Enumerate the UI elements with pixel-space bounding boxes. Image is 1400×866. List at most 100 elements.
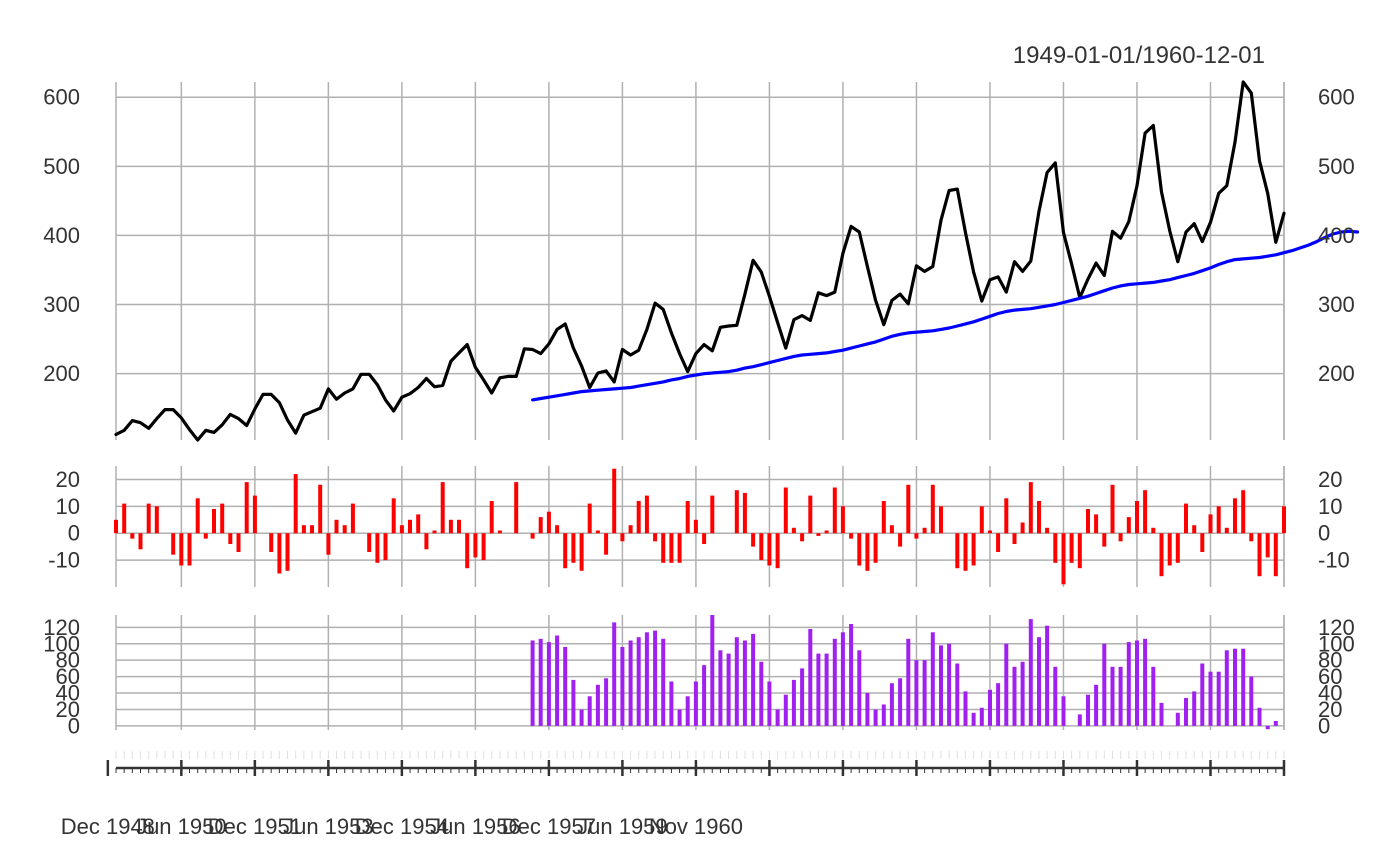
momentum-bar [367,533,372,552]
indicator-bar [1126,642,1131,726]
momentum-bar [1273,533,1278,577]
indicator-bar [1037,637,1041,726]
indicator-bar [808,629,813,726]
x-tick-label: Jun 1956 [430,814,521,839]
indicator-bar [636,637,641,726]
indicator-bar [685,696,690,726]
indicator-bar [1094,684,1099,726]
indicator-bar [718,650,723,726]
indicator-bar [1028,619,1033,726]
momentum-bar [620,533,625,542]
indicator-bar [898,678,903,726]
momentum-bar [375,533,380,563]
momentum-bar [1233,498,1237,534]
momentum-bar [179,533,184,566]
indicator-bar [530,640,535,726]
momentum-bar [742,492,747,534]
indicator-bar [693,681,698,726]
momentum-bar [1045,527,1050,534]
indicator-bar [1143,638,1148,726]
momentum-bar [1069,533,1074,563]
indicator-bar [1102,643,1107,726]
momentum-bar [334,519,339,534]
y-tick-label-right: 200 [1318,361,1355,386]
x-tick-label: Jun 1953 [283,814,374,839]
y-tick-label-left: 60 [56,664,80,689]
indicator-bar [1200,663,1205,726]
indicator-bar [955,663,960,726]
momentum-bar [1028,482,1033,534]
indicator-bar [1265,725,1270,730]
momentum-bar [783,487,788,534]
y-tick-label-left: 200 [43,361,80,386]
x-tick-label: Jun 1950 [136,814,227,839]
momentum-bar [1200,533,1205,552]
indicator-bar [742,640,747,726]
momentum-bar [865,533,870,571]
indicator-bar [922,660,927,726]
momentum-bar [898,533,903,547]
momentum-bar [228,533,233,544]
indicator-bar [783,694,788,726]
indicator-bar [963,691,968,726]
momentum-bar [759,533,764,561]
indicator-bar [1273,721,1278,726]
momentum-bar [293,474,298,534]
indicator-bar [1216,671,1221,726]
indicator-bar [702,665,707,726]
momentum-bar [546,511,551,534]
indicator-bar [857,650,862,726]
indicator-panel-grid [115,615,1285,730]
indicator-bar [906,638,911,726]
momentum-bar [424,533,429,550]
momentum-bar [383,533,388,561]
indicator-bar [767,681,772,726]
momentum-bar [465,533,470,569]
momentum-bar [318,484,323,534]
momentum-bar [555,525,560,534]
momentum-bar [1135,501,1139,534]
indicator-bar [1159,702,1164,726]
momentum-panel-grid [115,466,1285,587]
y-tick-label-right: 10 [1318,494,1342,519]
y-tick-label-left: 40 [56,681,80,706]
momentum-bar [963,533,968,571]
momentum-bar [416,514,421,534]
series-line-price [114,80,1286,442]
momentum-bar [244,482,249,534]
momentum-bar [1151,527,1156,534]
indicator-bar [628,640,633,726]
momentum-bar [644,495,649,534]
momentum-bar [832,487,837,534]
momentum-bar [587,503,592,534]
indicator-bar [849,624,854,726]
indicator-bar [1192,691,1197,726]
momentum-bar [571,533,576,563]
momentum-bar [440,482,445,534]
y-tick-label-left: 300 [43,292,80,317]
momentum-bar [310,525,314,534]
indicator-bar [1257,707,1262,726]
indicator-bar [1061,696,1066,726]
y-tick-label-left: 120 [43,615,80,640]
momentum-bar [595,530,600,534]
momentum-bar [873,533,878,563]
indicator-bar [1004,643,1009,726]
momentum-bar [677,533,682,563]
momentum-bar [824,530,829,534]
momentum-bar [301,525,306,534]
y-tick-label-right: 0 [1318,713,1330,738]
indicator-bar [824,653,829,726]
indicator-bar [571,679,576,726]
momentum-bar [1012,533,1017,544]
momentum-bar [1110,484,1115,534]
momentum-bar [391,498,396,534]
momentum-bar [1167,533,1172,566]
indicator-bar [1233,648,1237,726]
indicator-bar [930,632,935,726]
momentum-bar [914,533,919,539]
momentum-bar [1241,490,1246,534]
indicator-bar [1249,676,1254,726]
